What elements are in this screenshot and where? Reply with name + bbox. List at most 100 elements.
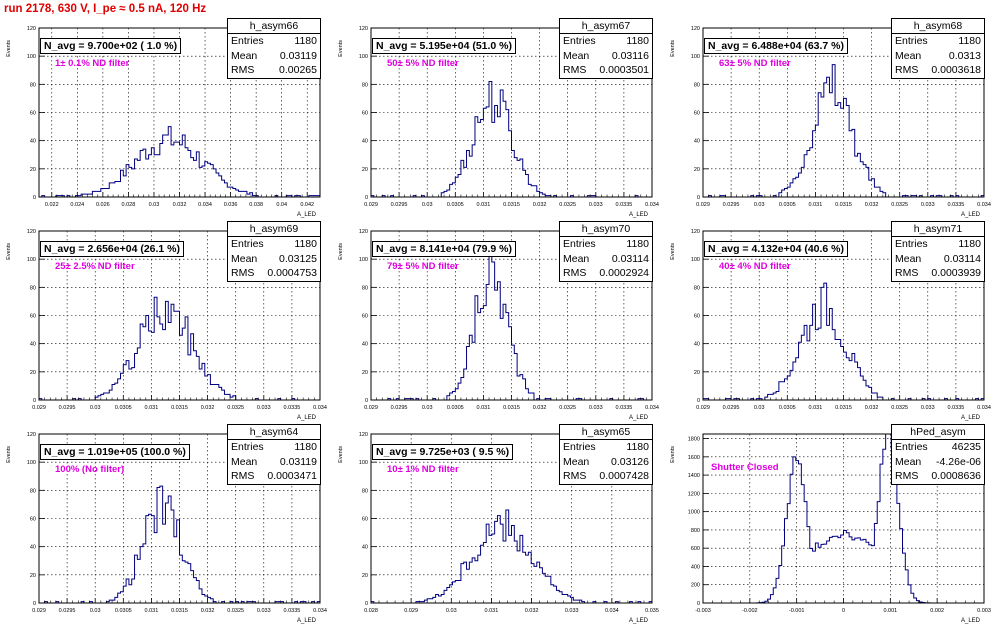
navg-label: N_avg = 4.132e+04 (40.6 %) (704, 241, 849, 257)
x-axis-title: A_LED (297, 212, 317, 218)
x-tick-label: 0.031 (145, 405, 159, 411)
histogram-line (370, 509, 653, 604)
stats-value: 0.00265 (279, 64, 317, 76)
stats-key: Entries (563, 441, 596, 453)
stats-value: 0.03116 (611, 49, 649, 62)
y-tick-label: 20 (30, 167, 36, 173)
x-tick-label: 0.024 (70, 202, 84, 208)
y-tick-label: 100 (27, 460, 36, 466)
stats-key: Mean (563, 49, 590, 62)
x-tick-label: 0.031 (809, 405, 823, 411)
stats-key: Mean (563, 252, 590, 265)
y-axis-title: Events (338, 446, 344, 463)
y-tick-label: 80 (362, 488, 368, 494)
stats-value: 1180 (958, 35, 981, 47)
y-axis-title: Events (6, 446, 12, 463)
x-tick-label: 0.034 (313, 608, 327, 614)
y-tick-label: 0 (33, 398, 36, 404)
x-tick-label: 0.032 (865, 405, 879, 411)
y-tick-label: 20 (30, 370, 36, 376)
y-tick-label: 800 (691, 528, 700, 534)
navg-label: N_avg = 1.019e+05 (100.0 %) (40, 444, 190, 460)
x-tick-label: 0.042 (300, 202, 314, 208)
x-tick-label: 0.031 (477, 202, 491, 208)
x-tick-label: 0.026 (96, 202, 110, 208)
stats-key: RMS (895, 267, 919, 279)
stats-box: h_asym65 Entries 1180 Mean 0.03126 RMS 0.00074… (559, 424, 653, 485)
stats-rms: RMS 0.0008636 (892, 469, 984, 484)
stats-mean: Mean 0.03116 (560, 49, 652, 64)
stats-key: RMS (231, 267, 255, 279)
histogram-line (370, 81, 652, 198)
y-tick-label: 100 (359, 257, 368, 263)
y-tick-label: 60 (694, 111, 700, 117)
y-tick-label: 40 (362, 342, 368, 348)
x-axis-title: A_LED (961, 212, 981, 218)
x-tick-label: 0.04 (276, 202, 287, 208)
navg-label: N_avg = 5.195e+04 (51.0 %) (372, 38, 517, 54)
y-tick-label: 80 (30, 82, 36, 88)
navg-label: N_avg = 6.488e+04 (63.7 %) (704, 38, 849, 54)
stats-rms: RMS 0.0003501 (560, 63, 652, 78)
y-tick-label: 60 (30, 517, 36, 523)
stats-mean: Mean 0.03119 (228, 49, 320, 64)
x-tick-label: 0.0305 (115, 608, 132, 614)
y-tick-label: 100 (691, 257, 700, 263)
y-axis-title: Events (670, 40, 676, 57)
stats-box: h_asym68 Entries 1180 Mean 0.0313 RMS 0.000361… (891, 18, 985, 79)
stats-key: RMS (563, 267, 587, 279)
x-tick-label: 0.034 (977, 405, 991, 411)
x-tick-label: 0.034 (198, 202, 212, 208)
histogram-plot: 0.022 0.024 0.026 0.028 0.03 0.032 0.034 0.036 0… (6, 26, 321, 218)
y-tick-label: 80 (362, 82, 368, 88)
x-tick-label: 0.032 (533, 202, 547, 208)
navg-label: N_avg = 8.141e+04 (79.9 %) (372, 241, 517, 257)
y-tick-label: 60 (362, 111, 368, 117)
stats-mean: Mean 0.03114 (892, 252, 984, 267)
y-tick-label: 40 (362, 545, 368, 551)
stats-key: RMS (895, 470, 919, 482)
stats-box: h_asym71 Entries 1180 Mean 0.03114 RMS 0.00039… (891, 221, 985, 282)
x-tick-label: 0.029 (32, 608, 46, 614)
x-tick-label: 0.0295 (723, 202, 740, 208)
histogram-pad: 0.029 0.0295 0.03 0.0305 0.031 0.0315 0.032 0.0… (332, 14, 664, 221)
x-tick-label: 0.033 (921, 405, 935, 411)
stats-key: Mean (563, 455, 590, 468)
stats-value: 0.0003471 (267, 470, 317, 482)
x-tick-label: 0 (842, 608, 845, 614)
stats-entries: Entries 1180 (560, 237, 652, 252)
histogram-pad: 0.029 0.0295 0.03 0.0305 0.031 0.0315 0.032 0.0… (664, 217, 996, 424)
stats-key: RMS (231, 64, 255, 76)
histogram-line (703, 433, 984, 604)
stats-value: 0.0008636 (931, 470, 981, 482)
stats-entries: Entries 1180 (892, 237, 984, 252)
y-tick-label: 120 (691, 229, 700, 235)
stats-value: 1180 (294, 35, 317, 47)
x-tick-label: 0.0325 (891, 202, 908, 208)
histogram-line (703, 64, 985, 198)
stats-value: 1180 (294, 441, 317, 453)
histogram-line (38, 296, 320, 401)
y-axis-title: Events (338, 40, 344, 57)
y-tick-label: 60 (694, 314, 700, 320)
y-tick-label: 0 (33, 601, 36, 607)
stats-mean: Mean 0.0313 (892, 49, 984, 64)
x-tick-label: 0.033 (589, 202, 603, 208)
y-axis-title: Events (6, 40, 12, 57)
x-tick-label: 0.0335 (947, 405, 964, 411)
x-tick-label: 0.0315 (171, 405, 188, 411)
y-tick-label: 0 (697, 601, 700, 607)
x-tick-label: 0.0315 (171, 608, 188, 614)
stats-box: h_asym66 Entries 1180 Mean 0.03119 RMS 0.00265 (227, 18, 321, 79)
x-tick-label: 0.034 (313, 405, 327, 411)
y-tick-label: 100 (27, 257, 36, 263)
stats-key: RMS (895, 64, 919, 76)
histogram-name: h_asym68 (892, 19, 984, 34)
stats-mean: Mean 0.03125 (228, 252, 320, 267)
y-tick-label: 100 (691, 54, 700, 60)
stats-value: 0.0003618 (931, 64, 981, 76)
x-tick-label: 0.038 (249, 202, 263, 208)
stats-rms: RMS 0.0007428 (560, 469, 652, 484)
x-tick-label: 0.032 (525, 608, 539, 614)
x-tick-label: 0.03 (422, 202, 433, 208)
